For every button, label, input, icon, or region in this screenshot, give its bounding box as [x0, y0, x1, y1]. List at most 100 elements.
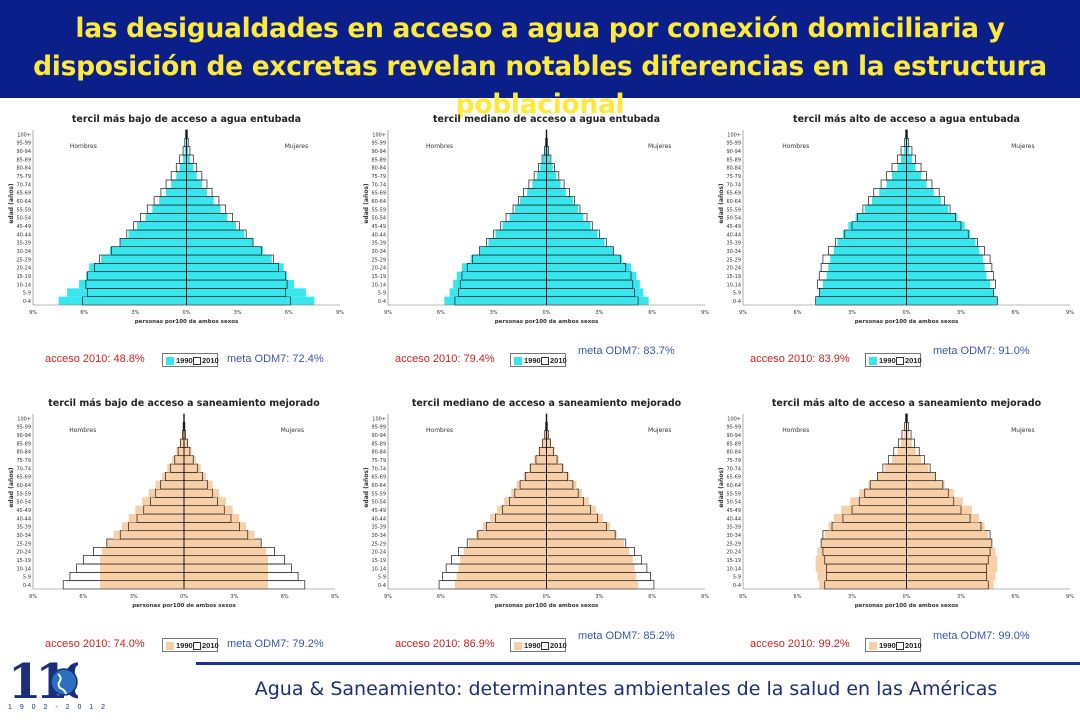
bar-1990-hombres [901, 155, 907, 164]
age-label: 90-94 [371, 149, 386, 155]
legend-label-1990: 1990 [176, 641, 193, 650]
age-label: 45-49 [371, 508, 386, 514]
age-label: 5-9 [733, 291, 741, 297]
x-tick-label: 6% [794, 594, 802, 600]
bar-1990-hombres [523, 472, 547, 481]
bar-1990-mujeres [546, 288, 644, 297]
bar-1990-hombres [545, 422, 547, 431]
bar-1990-hombres [833, 246, 907, 255]
bar-1990-hombres [884, 464, 907, 473]
bar-1990-hombres [444, 296, 547, 305]
age-label: 0-4 [23, 299, 31, 305]
bar-1990-mujeres [906, 439, 912, 448]
legend-label-2010: 2010 [202, 641, 219, 650]
bar-1990-hombres [545, 138, 547, 147]
bar-1990-hombres [528, 464, 547, 473]
bar-1990-hombres [79, 280, 187, 289]
bar-1990-hombres [859, 489, 907, 498]
age-label: 100+ [17, 416, 31, 422]
bar-1990-hombres [454, 580, 547, 589]
x-tick-label: 9% [384, 594, 392, 600]
bar-1990-mujeres [186, 171, 197, 180]
bar-1990-mujeres [906, 555, 998, 564]
logo-years: 1 9 0 2 - 2 0 1 2 [8, 704, 109, 711]
bar-1990-hombres [833, 514, 907, 523]
age-label: 15-19 [726, 274, 741, 280]
x-tick-label: 3% [131, 310, 139, 316]
bar-1990-mujeres [546, 455, 559, 464]
bar-1990-hombres [185, 138, 187, 147]
bar-1990-mujeres [546, 296, 649, 305]
bar-1990-mujeres [906, 497, 963, 506]
bar-1990-hombres [828, 522, 907, 531]
age-label: 30-34 [16, 533, 31, 539]
bar-1990-mujeres [184, 489, 220, 498]
bar-1990-mujeres [546, 505, 596, 514]
x-axis-label: personas por100 de ambos sexos [495, 319, 599, 325]
age-label: 90-94 [16, 149, 31, 155]
bar-1990-mujeres [186, 213, 228, 222]
age-label: 80-84 [371, 450, 386, 456]
age-label: 55-59 [726, 491, 741, 497]
age-label: 5-9 [378, 575, 386, 581]
x-tick-label: 6% [79, 594, 87, 600]
bar-1990-mujeres [546, 522, 610, 531]
meta-odm7-label: meta ODM7: 91.0% [933, 345, 1030, 357]
bar-1990-hombres [483, 522, 547, 531]
bar-1990-hombres [162, 472, 184, 481]
age-label: 90-94 [726, 149, 741, 155]
legend-swatch-1990 [869, 357, 877, 365]
bar-1990-mujeres [546, 246, 614, 255]
bar-1990-hombres [504, 497, 547, 506]
bar-1990-hombres [819, 288, 907, 297]
bar-1990-hombres [897, 163, 907, 172]
bar-1990-hombres [495, 230, 547, 239]
age-label: 45-49 [371, 224, 386, 230]
bar-1990-mujeres [186, 163, 194, 172]
bar-1990-mujeres [186, 188, 207, 197]
age-label: 60-64 [16, 199, 31, 205]
bar-1990-hombres [819, 580, 907, 589]
acceso-2010-label: acceso 2010: 48.8% [45, 353, 145, 365]
age-label: 5-9 [23, 575, 31, 581]
bar-1990-mujeres [906, 196, 942, 205]
age-label: 100+ [17, 132, 31, 138]
age-label: 50-54 [16, 500, 31, 506]
age-label: 45-49 [726, 224, 741, 230]
legend-label-1990: 1990 [176, 356, 193, 365]
age-label: 60-64 [371, 483, 386, 489]
age-label: 40-44 [16, 232, 31, 238]
bar-1990-hombres [871, 196, 907, 205]
bar-1990-hombres [121, 522, 184, 531]
bar-1990-hombres [167, 464, 184, 473]
bar-1990-mujeres [186, 205, 221, 214]
bar-1990-hombres [509, 213, 547, 222]
bar-1990-mujeres [546, 497, 589, 506]
bar-1990-mujeres [546, 530, 617, 539]
age-label: 15-19 [16, 274, 31, 280]
bar-1990-mujeres [546, 439, 551, 448]
age-label: 65-69 [16, 191, 31, 197]
y-axis-label: edad (años) [718, 467, 725, 508]
bar-1990-mujeres [546, 539, 624, 548]
bar-1990-hombres [822, 280, 907, 289]
bar-1990-hombres [544, 146, 547, 155]
bar-1990-hombres [119, 238, 187, 247]
age-label: 85-89 [371, 441, 386, 447]
age-label: 50-54 [371, 500, 386, 506]
bar-1990-hombres [101, 547, 184, 556]
bar-1990-mujeres [186, 296, 315, 305]
bar-1990-hombres [100, 555, 184, 564]
bar-1990-mujeres [546, 472, 570, 481]
bar-1990-mujeres [546, 255, 623, 264]
pyramid-panel-2: tercil mediano de acceso a agua entubada… [360, 108, 715, 333]
legend-box: 1990 2010 [865, 353, 922, 367]
age-label: 55-59 [726, 207, 741, 213]
age-label: 80-84 [726, 450, 741, 456]
bar-1990-mujeres [184, 464, 201, 473]
age-label: 15-19 [371, 274, 386, 280]
left-label: Hombres [69, 427, 96, 434]
age-label: 0-4 [378, 583, 386, 589]
x-tick-label: 9% [1066, 594, 1074, 600]
bar-1990-hombres [128, 514, 184, 523]
